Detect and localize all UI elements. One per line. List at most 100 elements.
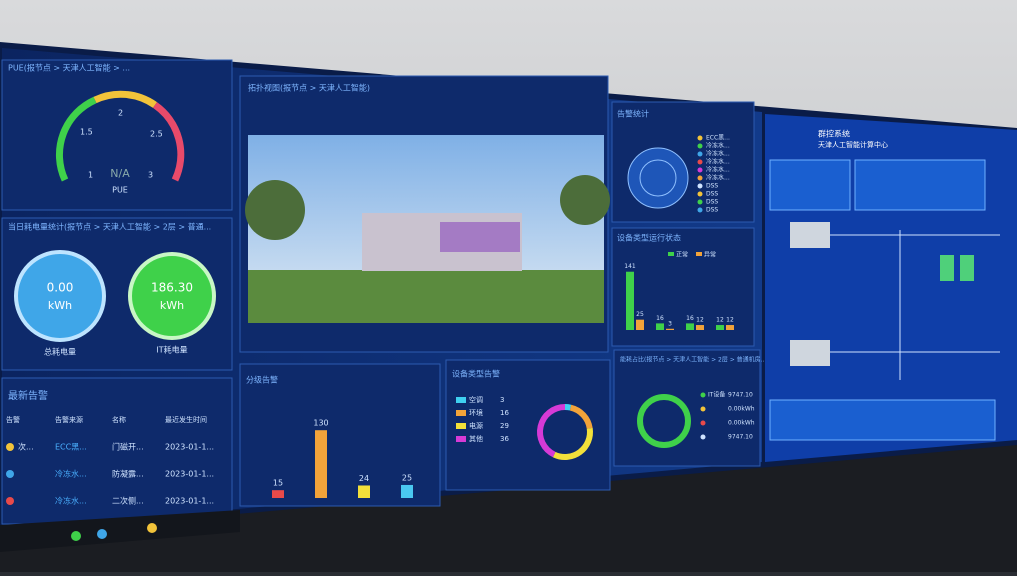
legend-dot bbox=[697, 159, 703, 165]
bar bbox=[696, 325, 704, 330]
legend-dot bbox=[697, 191, 703, 197]
chiller bbox=[790, 340, 830, 366]
photo-tree bbox=[245, 180, 305, 240]
panel-title: 设备类型运行状态 bbox=[617, 233, 681, 243]
alarm-dot bbox=[6, 497, 14, 505]
donut-segment bbox=[569, 404, 593, 429]
alarm-list-panel bbox=[1, 377, 233, 525]
it-circle bbox=[128, 252, 216, 340]
panel-title: 拓扑视图(报节点 > 天津人工智能) bbox=[248, 83, 370, 93]
table-cell: 冷冻水... bbox=[55, 469, 87, 479]
bar bbox=[636, 319, 644, 330]
bar-label: 12 bbox=[696, 317, 704, 324]
gauge-tick: 1.5 bbox=[80, 128, 93, 137]
item-name: IT设备 bbox=[708, 391, 725, 399]
legend-label: 异常 bbox=[704, 251, 716, 259]
photo-grass bbox=[248, 270, 604, 323]
alarm-dot bbox=[6, 443, 14, 451]
legend-dot bbox=[697, 167, 703, 173]
item-value: 0.00kWh bbox=[728, 420, 755, 427]
legend-label: 冷冻水... bbox=[706, 142, 730, 150]
legend-dot bbox=[700, 420, 706, 426]
taskbar-icon[interactable] bbox=[147, 523, 157, 533]
pipes bbox=[830, 230, 1000, 380]
pump bbox=[960, 255, 974, 281]
it-unit: kWh bbox=[160, 299, 184, 312]
bar-label: 3 bbox=[668, 320, 672, 327]
bar bbox=[401, 484, 413, 498]
legend-name: 电源 bbox=[469, 421, 483, 430]
legend-dot bbox=[700, 406, 706, 412]
legend-swatch bbox=[456, 423, 466, 429]
table-cell: 2023-01-1... bbox=[165, 497, 214, 506]
legend-name: 其他 bbox=[469, 434, 483, 443]
bar bbox=[358, 485, 370, 498]
table-cell: 防凝露... bbox=[112, 469, 144, 479]
total-unit: kWh bbox=[48, 299, 72, 312]
chiller bbox=[790, 222, 830, 248]
table-header: 名称 bbox=[112, 415, 126, 424]
legend-dot bbox=[697, 183, 703, 189]
panel-title: 告警统计 bbox=[617, 109, 649, 119]
taskbar-icon[interactable] bbox=[97, 529, 107, 539]
pue-panel bbox=[1, 59, 233, 211]
bar bbox=[626, 271, 634, 330]
right-box bbox=[769, 159, 851, 211]
gauge-green bbox=[55, 96, 97, 182]
table-cell: 冷冻水... bbox=[55, 496, 87, 506]
bar bbox=[315, 430, 327, 498]
gauge-tick: 2 bbox=[118, 109, 123, 118]
bar bbox=[666, 328, 674, 330]
photo-tree bbox=[560, 175, 610, 225]
legend-label: 正常 bbox=[676, 251, 688, 259]
bar bbox=[726, 325, 734, 330]
table-cell: 门磁开... bbox=[112, 442, 144, 452]
donut-segment bbox=[564, 404, 572, 411]
legend-label: 冷冻水... bbox=[706, 174, 730, 182]
item-value: 9747.10 bbox=[728, 434, 753, 441]
table-cell: 2023-01-1... bbox=[165, 470, 214, 479]
donut-segment bbox=[537, 404, 566, 458]
legend-label: 冷冻水... bbox=[706, 150, 730, 158]
panel-title: 分级告警 bbox=[246, 375, 278, 385]
donut-segment bbox=[552, 427, 593, 460]
panel-title: 当日耗电量统计(报节点 > 天津人工智能 > 2层 > 普通... bbox=[8, 222, 211, 232]
table-header: 最近发生时间 bbox=[165, 415, 207, 424]
total-circle bbox=[14, 250, 106, 342]
bar bbox=[656, 323, 664, 330]
legend-label: DSS bbox=[706, 191, 718, 198]
legend-swatch bbox=[456, 410, 466, 416]
legend-dot bbox=[697, 151, 703, 157]
table-cell: ECC黑... bbox=[55, 443, 87, 452]
taskbar-icon[interactable] bbox=[71, 531, 81, 541]
bar bbox=[272, 490, 284, 498]
pump bbox=[940, 255, 954, 281]
gauge-tick: 1 bbox=[88, 171, 93, 180]
legend-value: 29 bbox=[500, 422, 509, 430]
type-alarm-panel bbox=[445, 359, 611, 491]
legend-name: 环境 bbox=[469, 408, 483, 417]
legend-label: DSS bbox=[706, 183, 718, 190]
legend-dot bbox=[697, 143, 703, 149]
it-value: 186.30 bbox=[151, 281, 193, 295]
right-table bbox=[769, 399, 996, 441]
table-header: 告警 bbox=[6, 415, 20, 424]
bar-label: 12 bbox=[716, 317, 724, 324]
table-header: 告警来源 bbox=[55, 415, 83, 424]
total-label: 总耗电量 bbox=[44, 347, 76, 357]
panel-title: 最新告警 bbox=[8, 389, 48, 402]
bar-label: 16 bbox=[656, 315, 664, 322]
legend-label: 冷冻水... bbox=[706, 166, 730, 174]
gauge-tick: 2.5 bbox=[150, 130, 163, 139]
bar-label: 25 bbox=[402, 473, 412, 482]
legend-value: 16 bbox=[500, 409, 509, 417]
bar-label: 15 bbox=[273, 479, 283, 488]
bar-label: 16 bbox=[686, 315, 694, 322]
right-title: 群控系统 bbox=[818, 129, 850, 139]
bar-label: 130 bbox=[313, 419, 328, 428]
total-value: 0.00 bbox=[47, 281, 74, 295]
legend-dot bbox=[697, 207, 703, 213]
legend-label: ECC黑... bbox=[706, 135, 730, 142]
legend-dot bbox=[697, 175, 703, 181]
legend-swatch bbox=[668, 252, 674, 256]
